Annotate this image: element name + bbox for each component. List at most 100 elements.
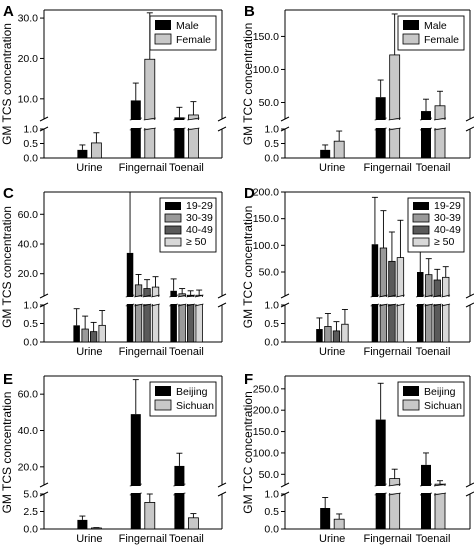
y-tick-label: 0.0 xyxy=(23,524,38,536)
bar-break-gap xyxy=(420,120,432,128)
bar-break-line xyxy=(129,127,142,131)
legend-swatch xyxy=(154,33,172,45)
legend-label: 19-29 xyxy=(434,200,461,212)
bar-break-line xyxy=(142,303,152,307)
y-tick-label: 150.0 xyxy=(253,31,279,43)
y-tick-label: 50.0 xyxy=(259,267,280,279)
bar-break-line xyxy=(187,117,200,121)
bar-break-gap xyxy=(379,297,388,304)
legend-label: 40-49 xyxy=(434,224,461,236)
legend-label: 19-29 xyxy=(186,200,213,212)
bar-break-line xyxy=(143,127,156,131)
y-tick-label: 0.5 xyxy=(264,506,279,518)
bar-break-gap xyxy=(420,486,432,493)
bar-break-gap xyxy=(169,297,178,304)
legend-label: 40-49 xyxy=(186,224,213,236)
axis-break-mark-right xyxy=(465,482,474,488)
y-tick-label: 0.0 xyxy=(264,337,279,349)
y-tick-label: 100.0 xyxy=(253,64,279,76)
bar-break-line xyxy=(433,127,447,131)
panel-c: C GM TCS concentration 0.0 0.5 1.0 20.0 40.0 60… xyxy=(0,185,227,358)
axis-break-mark-right xyxy=(465,491,474,497)
bar xyxy=(170,290,177,342)
axis-break-mark-right xyxy=(217,302,227,308)
bar xyxy=(89,331,98,343)
bar xyxy=(90,527,102,530)
bar-break-line xyxy=(134,303,143,307)
x-tick-label: Urine xyxy=(76,162,102,174)
bar-break-line xyxy=(173,127,186,131)
y-tick-label: 0.5 xyxy=(264,138,279,150)
legend-swatch xyxy=(402,399,420,411)
y-tick-label: 1.0 xyxy=(264,124,279,136)
y-tick-label: 1.0 xyxy=(23,124,38,136)
bar-break-gap xyxy=(396,297,405,304)
bar-break-line xyxy=(173,117,186,121)
legend-swatch xyxy=(164,225,182,235)
x-tick-label: Urine xyxy=(76,346,102,358)
bar-break-line xyxy=(151,303,160,307)
y-tick-label: 20.0 xyxy=(18,53,39,65)
y-tick-label: 1.0 xyxy=(264,300,279,312)
y-tick-label: 100.0 xyxy=(253,240,279,252)
bar xyxy=(375,419,386,529)
y-tick-label: 1.0 xyxy=(23,300,38,312)
bar xyxy=(73,325,80,342)
axis-break-mark-right xyxy=(217,482,227,488)
bar-break-line xyxy=(388,127,401,131)
bar xyxy=(332,330,341,343)
bar-break-line xyxy=(388,492,401,496)
legend-swatch xyxy=(403,20,419,30)
axis-break-mark-right xyxy=(465,116,474,122)
y-axis-label: GM TCC concentration xyxy=(241,206,255,329)
bar-break-line xyxy=(134,294,143,298)
y-axis-label: GM TCC concentration xyxy=(241,23,255,146)
panel-a: A GM TCS concentration 0.0 0.5 1.0 10.0 20.0 30… xyxy=(0,3,227,174)
x-tick-label: Toenail xyxy=(169,162,204,174)
axis-break-mark-left xyxy=(39,116,49,122)
y-tick-label: 0.5 xyxy=(264,318,279,330)
bar-break-line xyxy=(173,483,186,487)
bar-break-gap xyxy=(187,120,200,128)
panel-letter: C xyxy=(3,185,14,202)
bar-break-gap xyxy=(194,297,204,304)
y-tick-label: 10.0 xyxy=(18,93,39,105)
x-tick-label: Toenail xyxy=(169,346,204,358)
y-axis-label: GM TCS concentration xyxy=(0,23,14,145)
bar xyxy=(130,414,141,529)
bar-break-gap xyxy=(134,297,143,304)
bar-break-line xyxy=(143,117,156,121)
y-tick-label: 150.0 xyxy=(253,426,279,438)
legend-swatch xyxy=(403,386,419,396)
bar xyxy=(187,517,199,530)
bar-break-line xyxy=(424,303,434,307)
y-tick-label: 50.0 xyxy=(259,97,280,109)
panel-letter: D xyxy=(244,185,255,202)
bar-break-line xyxy=(142,294,152,298)
bar xyxy=(371,244,379,342)
bar-break-line xyxy=(186,294,195,298)
axis-break-mark-left xyxy=(39,293,49,299)
panel-letter: F xyxy=(244,371,253,388)
bar-break-gap xyxy=(129,120,142,128)
bar xyxy=(174,465,185,529)
bar xyxy=(77,519,88,529)
axis-break-mark-left xyxy=(39,482,49,488)
y-tick-label: 40.0 xyxy=(18,425,39,437)
x-tick-label: Toenail xyxy=(416,162,451,174)
y-tick-label: 0.0 xyxy=(264,524,279,536)
bar-break-line xyxy=(419,483,433,487)
bar xyxy=(389,54,401,159)
bar xyxy=(324,326,332,343)
bar-break-line xyxy=(169,294,178,298)
bar xyxy=(144,501,156,530)
bar-break-line xyxy=(374,117,387,121)
bar-break-line xyxy=(396,303,405,307)
x-tick-label: Fingernail xyxy=(119,162,167,174)
x-tick-label: Fingernail xyxy=(364,346,412,358)
bar-break-gap xyxy=(125,297,135,304)
x-tick-label: Toenail xyxy=(416,346,451,358)
y-tick-label: 1.0 xyxy=(264,489,279,501)
bar-break-gap xyxy=(173,486,186,493)
